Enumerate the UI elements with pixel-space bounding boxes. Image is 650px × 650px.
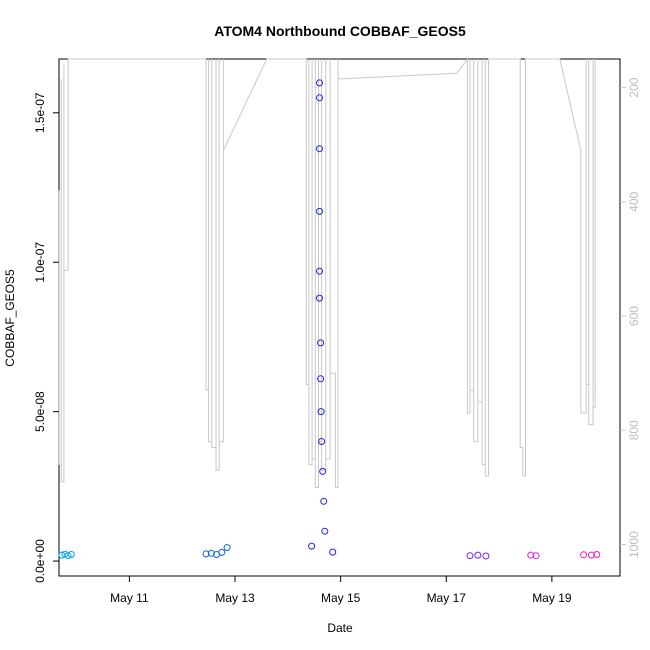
data-point (580, 551, 588, 559)
data-points (58, 79, 601, 560)
right-tick-label: 600 (627, 306, 641, 326)
x-tick-label: May 19 (532, 591, 572, 605)
data-point (329, 548, 337, 556)
y-axis: 0.0e+00 5.0e-08 1.0e-07 1.5e-07 (33, 92, 59, 583)
data-point (67, 551, 75, 558)
y-tick-label: 1.0e-07 (33, 242, 47, 283)
data-point (316, 145, 323, 153)
data-point (223, 544, 231, 552)
data-point (64, 552, 72, 560)
data-point (316, 94, 323, 102)
right-tick-label: 400 (627, 191, 641, 211)
right-tick-label: 1000 (627, 531, 641, 558)
data-point (588, 551, 595, 559)
data-point (202, 550, 210, 558)
y-tick-label: 1.5e-07 (33, 92, 47, 133)
data-point (532, 552, 540, 560)
x-tick-label: May 13 (215, 591, 255, 605)
data-point (218, 548, 226, 556)
pressure-profile (58, 57, 596, 488)
data-point (316, 267, 323, 275)
data-point (317, 375, 325, 383)
x-tick-label: May 11 (110, 591, 149, 605)
data-point (527, 551, 535, 559)
right-axis: 200 400 600 800 1000 (620, 77, 641, 558)
right-tick-label: 800 (627, 420, 641, 440)
data-point (317, 339, 325, 347)
data-point (318, 438, 326, 445)
data-point (319, 467, 327, 475)
right-tick-label: 200 (627, 77, 641, 97)
data-point (474, 551, 482, 559)
data-point (593, 551, 601, 558)
y-tick-label: 5.0e-08 (33, 391, 47, 432)
data-point (482, 552, 490, 560)
data-point (316, 79, 323, 87)
x-tick-label: May 15 (321, 591, 361, 605)
pressure-profile-line (58, 57, 596, 488)
data-point (320, 497, 328, 505)
chart-title: ATOM4 Northbound COBBAF_GEOS5 (214, 23, 466, 39)
data-point (316, 207, 323, 215)
x-tick-label: May 17 (427, 591, 467, 605)
data-point (466, 552, 474, 560)
y-axis-label: COBBAF_GEOS5 (3, 269, 17, 367)
x-axis: May 11 May 13 May 15 May 17 May 19 (110, 576, 572, 605)
data-point (207, 549, 215, 557)
data-point (308, 542, 316, 550)
x-axis-label: Date (327, 621, 353, 635)
y-tick-label: 0.0e+00 (33, 539, 47, 583)
data-point (316, 294, 323, 302)
data-point (317, 408, 325, 416)
data-point (321, 527, 329, 535)
